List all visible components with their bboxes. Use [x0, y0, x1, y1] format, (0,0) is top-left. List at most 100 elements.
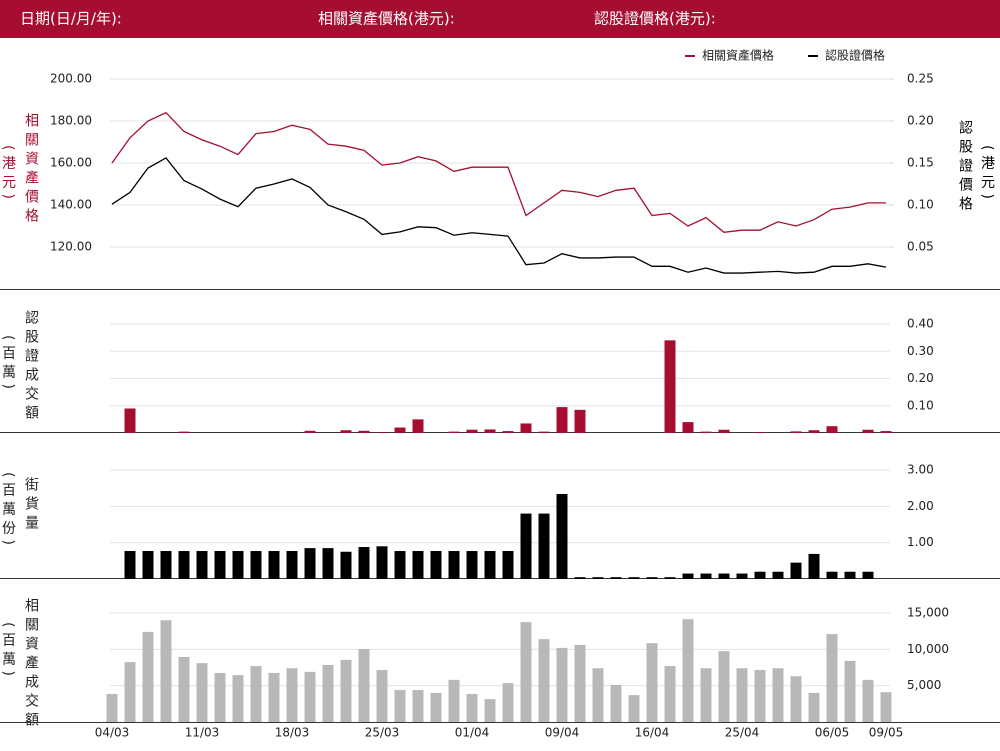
- y-axis-unit: (百萬): [0, 335, 16, 394]
- y2-tick-label: 0.20: [907, 114, 934, 128]
- bar: [178, 656, 190, 722]
- bar: [412, 690, 424, 722]
- bar: [556, 493, 568, 579]
- header-label: 認股證價格(港元):: [594, 10, 716, 28]
- bar: [304, 671, 316, 722]
- bar: [394, 690, 406, 722]
- y-tick-label: 160.00: [50, 156, 92, 170]
- bar: [340, 659, 352, 722]
- bar: [574, 644, 586, 722]
- bar: [286, 551, 298, 579]
- bar: [772, 668, 784, 722]
- bar: [196, 663, 208, 722]
- bar: [268, 551, 280, 579]
- y-axis-label: 街貨量: [23, 477, 39, 534]
- bar: [304, 430, 316, 433]
- y2-axis-unit: (港元): [979, 145, 995, 204]
- bar: [412, 419, 424, 433]
- bar: [520, 513, 532, 579]
- bar: [484, 699, 496, 722]
- bar: [808, 430, 820, 433]
- bar: [448, 551, 460, 579]
- y-axis-label: 相關資產成交額: [23, 598, 39, 731]
- bar: [376, 432, 388, 433]
- bar: [502, 431, 514, 433]
- bar: [520, 423, 532, 433]
- y-tick-label: 2.00: [907, 499, 934, 513]
- x-tick-label: 01/04: [455, 726, 490, 740]
- bar: [502, 683, 514, 722]
- bar: [718, 573, 730, 579]
- bar: [160, 551, 172, 579]
- bar: [574, 577, 586, 579]
- bar: [862, 571, 874, 579]
- bar: [538, 513, 550, 579]
- bar: [736, 573, 748, 579]
- bar: [682, 422, 694, 433]
- bar: [376, 670, 388, 722]
- y-tick-label: 15,000: [907, 606, 949, 620]
- x-tick-label: 09/05: [869, 726, 904, 740]
- bar: [358, 547, 370, 579]
- bar: [556, 407, 568, 433]
- y-axis-label: 相關資產價格: [23, 113, 39, 227]
- bar: [826, 634, 838, 722]
- bar: [322, 664, 334, 722]
- bar: [592, 668, 604, 722]
- x-tick-label: 25/04: [725, 726, 760, 740]
- bar: [862, 679, 874, 722]
- y-tick-label: 10,000: [907, 642, 949, 656]
- bar: [214, 672, 226, 722]
- bar: [178, 551, 190, 579]
- bar: [160, 620, 172, 722]
- bar: [340, 430, 352, 433]
- y-axis-unit: (百萬): [0, 622, 16, 681]
- x-tick-label: 25/03: [365, 726, 400, 740]
- bar: [610, 577, 622, 579]
- bar: [718, 651, 730, 722]
- y-axis-unit: (百萬份): [0, 472, 16, 550]
- bar: [430, 692, 442, 722]
- bar: [844, 660, 856, 722]
- bar: [592, 577, 604, 579]
- bar: [286, 668, 298, 722]
- bar: [826, 426, 838, 433]
- bar: [754, 432, 766, 433]
- y-tick-label: 0.10: [907, 398, 934, 412]
- bar: [664, 666, 676, 722]
- legend-label: 認股證價格: [825, 48, 885, 63]
- bar: [664, 577, 676, 579]
- bar: [358, 648, 370, 722]
- bar: [124, 551, 136, 579]
- bar: [538, 431, 550, 433]
- bar: [448, 431, 460, 433]
- header-bar: [0, 0, 1000, 38]
- bar: [232, 551, 244, 579]
- y-tick-label: 200.00: [50, 72, 92, 86]
- bar: [484, 551, 496, 579]
- bar: [322, 548, 334, 579]
- bar: [790, 431, 802, 433]
- x-tick-label: 06/05: [815, 726, 850, 740]
- line-series: [111, 157, 887, 274]
- bar: [556, 647, 568, 722]
- bar: [880, 692, 892, 722]
- bar: [790, 676, 802, 722]
- bar: [862, 429, 874, 433]
- bar: [646, 577, 658, 579]
- y-tick-label: 180.00: [50, 114, 92, 128]
- bar: [574, 409, 586, 433]
- y2-axis-label: 認股證價格: [957, 120, 973, 215]
- line-series: [111, 111, 886, 233]
- bar: [700, 573, 712, 579]
- bar: [214, 551, 226, 579]
- bar: [772, 571, 784, 579]
- bar: [232, 675, 244, 722]
- bar: [484, 429, 496, 433]
- bar: [178, 431, 190, 433]
- bar: [466, 694, 478, 722]
- bar: [628, 577, 640, 579]
- y2-tick-label: 0.25: [907, 72, 934, 86]
- x-tick-label: 16/04: [635, 726, 670, 740]
